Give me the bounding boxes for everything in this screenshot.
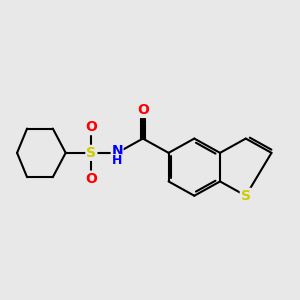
Text: O: O <box>85 172 97 186</box>
Text: S: S <box>86 146 96 160</box>
Text: N: N <box>111 144 123 158</box>
Text: O: O <box>85 120 97 134</box>
Text: O: O <box>137 103 149 117</box>
Text: S: S <box>241 189 251 203</box>
Text: H: H <box>112 154 122 167</box>
